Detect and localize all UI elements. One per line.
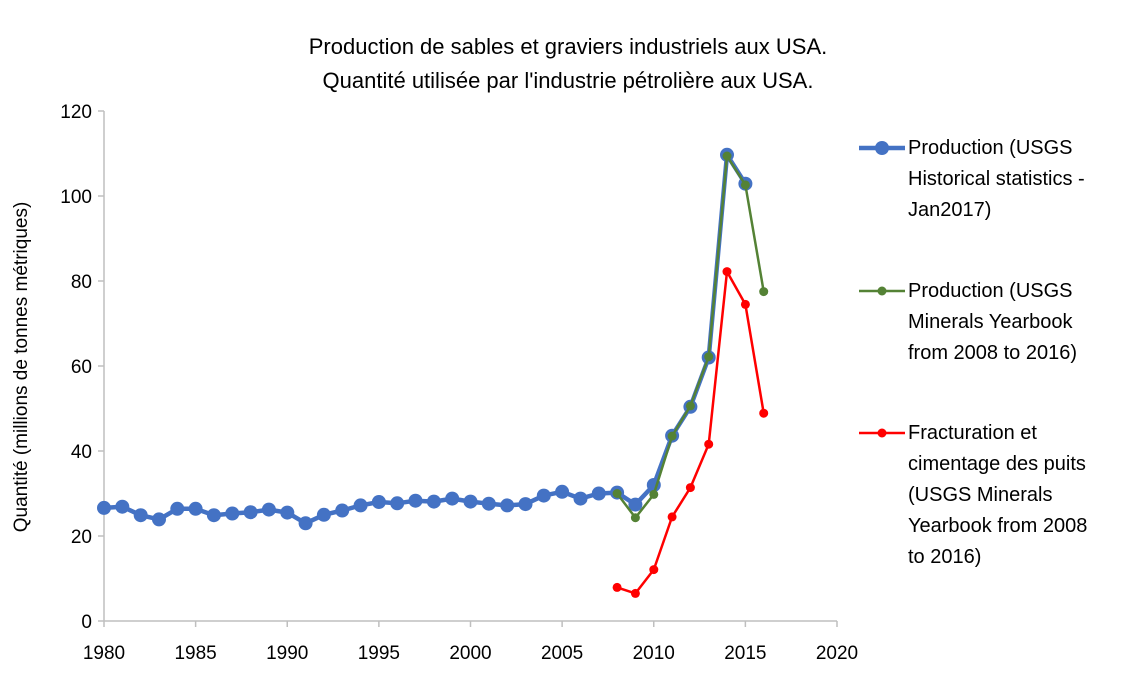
data-point — [353, 498, 368, 513]
axes: 0 20 40 60 80 100 120 1980 1985 1990 1995 2000 2005 2… — [60, 102, 858, 664]
data-point — [612, 582, 622, 592]
series-3 — [612, 267, 769, 598]
data-point — [667, 512, 677, 522]
y-axis-label: Quantité (millions de tonnes métriques) — [11, 202, 32, 533]
data-point — [704, 439, 714, 449]
x-tick-label: 2005 — [541, 643, 583, 664]
data-point — [536, 488, 551, 503]
data-point — [298, 516, 313, 531]
series-line — [616, 270, 765, 595]
y-tick-label: 120 — [60, 102, 92, 123]
x-tick-label: 2020 — [816, 643, 858, 664]
data-point — [722, 151, 732, 161]
legend-swatch-marker — [877, 428, 887, 438]
series-2 — [612, 151, 769, 523]
chart-title-line-2: Quantité utilisée par l'industrie pétrol… — [323, 68, 814, 93]
legend-label: Historical statistics - — [908, 168, 1085, 190]
data-point — [170, 501, 185, 516]
y-tick-label: 0 — [81, 612, 92, 633]
data-point — [115, 499, 130, 514]
data-point — [243, 505, 258, 520]
data-point — [408, 493, 423, 508]
legend-label: Production (USGS — [908, 280, 1073, 302]
data-point — [591, 486, 606, 501]
data-point — [188, 501, 203, 516]
series-line — [103, 152, 748, 526]
data-point — [704, 352, 714, 362]
x-tick-label: 1990 — [266, 643, 308, 664]
data-point — [630, 513, 640, 523]
y-tick-label: 40 — [71, 442, 92, 463]
chart-title-line-1: Production de sables et graviers industr… — [309, 34, 827, 59]
legend-label: from 2008 to 2016) — [908, 342, 1077, 364]
x-tick-label: 2015 — [724, 643, 766, 664]
data-point — [759, 408, 769, 418]
legend-item-1: Production (USGS Historical statistics - J… — [859, 137, 1085, 221]
x-tick-label: 2000 — [449, 643, 491, 664]
data-point — [740, 299, 750, 309]
data-point — [225, 506, 240, 521]
data-point — [206, 508, 221, 523]
series-1 — [97, 147, 753, 531]
data-point — [649, 565, 659, 575]
data-point — [445, 491, 460, 506]
legend-label: (USGS Minerals — [908, 484, 1052, 506]
data-point — [555, 484, 570, 499]
data-point — [97, 500, 111, 515]
legend-label: Yearbook from 2008 — [908, 515, 1087, 537]
legend-label: Fracturation et — [908, 422, 1037, 444]
data-point — [759, 287, 769, 297]
data-point — [740, 180, 750, 190]
x-tick-label: 1980 — [83, 643, 125, 664]
data-point — [722, 267, 732, 277]
series-line — [616, 154, 765, 519]
legend-label: cimentage des puits — [908, 453, 1086, 475]
data-point — [481, 496, 496, 511]
legend: Production (USGS Historical statistics - J… — [859, 137, 1087, 568]
plot-area — [97, 147, 769, 598]
legend-swatch-marker — [877, 286, 887, 296]
data-point — [261, 502, 276, 517]
data-point — [628, 497, 643, 512]
x-tick-label: 2010 — [633, 643, 675, 664]
data-point — [280, 505, 295, 520]
data-point — [152, 512, 166, 527]
legend-label: to 2016) — [908, 546, 981, 568]
x-tick-label: 1985 — [174, 643, 216, 664]
data-point — [335, 503, 350, 518]
data-point — [667, 431, 677, 441]
data-point — [612, 489, 622, 498]
y-tick-label: 100 — [60, 187, 92, 208]
data-point — [500, 498, 515, 513]
legend-item-3: Fracturation et cimentage des puits (USGS … — [859, 422, 1087, 568]
y-tick-label: 80 — [71, 272, 92, 293]
data-point — [133, 508, 148, 523]
data-point — [371, 495, 386, 509]
legend-label: Minerals Yearbook — [908, 311, 1074, 333]
x-tick-label: 1995 — [358, 643, 400, 664]
data-point — [426, 494, 441, 509]
data-point — [518, 497, 533, 512]
data-point — [685, 401, 695, 411]
legend-label: Jan2017) — [908, 199, 991, 221]
legend-item-2: Production (USGS Minerals Yearbook from 20… — [859, 280, 1077, 364]
data-point — [573, 491, 588, 506]
data-point — [390, 496, 405, 511]
data-point — [463, 494, 478, 509]
data-point — [630, 588, 640, 598]
data-point — [316, 507, 331, 522]
legend-label: Production (USGS — [908, 137, 1073, 159]
y-tick-label: 60 — [71, 357, 92, 378]
legend-swatch-marker — [875, 141, 889, 155]
y-tick-label: 20 — [71, 527, 92, 548]
data-point — [649, 489, 659, 499]
data-point — [685, 483, 695, 493]
